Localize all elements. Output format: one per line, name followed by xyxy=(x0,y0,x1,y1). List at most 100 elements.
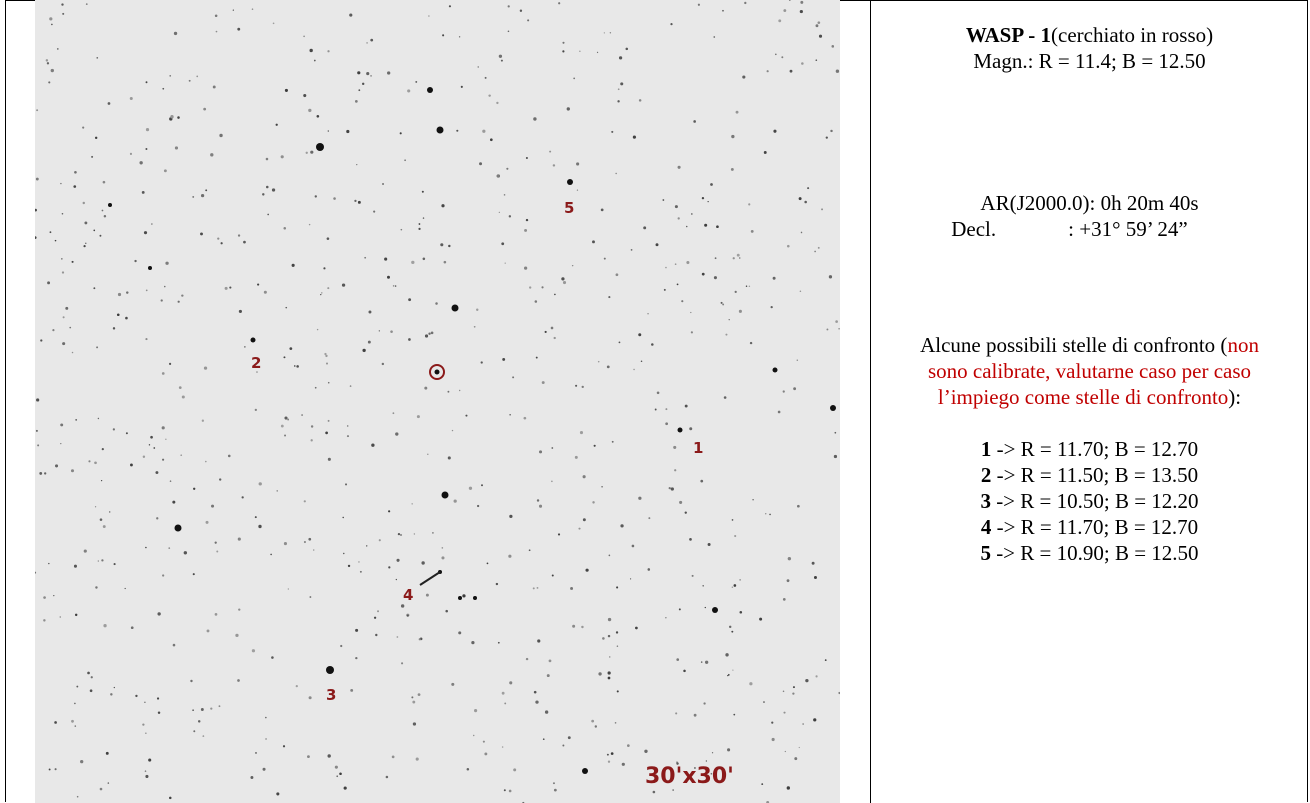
star xyxy=(607,617,612,622)
star xyxy=(327,754,331,758)
star xyxy=(169,480,172,482)
star xyxy=(512,376,515,379)
star xyxy=(551,574,554,577)
star xyxy=(441,204,445,208)
star xyxy=(103,624,107,628)
star xyxy=(815,24,819,28)
star xyxy=(489,138,493,142)
star xyxy=(190,679,193,683)
star xyxy=(181,395,185,399)
star xyxy=(582,768,588,774)
star xyxy=(451,682,455,686)
star xyxy=(74,725,77,727)
star xyxy=(80,760,84,764)
star xyxy=(97,560,99,562)
star xyxy=(285,306,288,309)
star xyxy=(484,76,487,79)
star xyxy=(427,87,433,93)
star xyxy=(750,229,754,233)
star xyxy=(254,516,257,519)
star xyxy=(448,244,451,248)
star xyxy=(731,134,735,139)
star xyxy=(395,578,397,581)
star xyxy=(798,197,802,201)
star xyxy=(562,744,565,747)
star xyxy=(830,405,836,411)
star xyxy=(618,341,621,344)
star xyxy=(770,306,773,309)
star xyxy=(441,491,449,499)
star xyxy=(651,343,654,346)
star xyxy=(782,390,785,393)
star xyxy=(216,550,219,553)
star xyxy=(495,582,499,586)
star xyxy=(496,174,500,178)
star xyxy=(349,385,352,387)
star xyxy=(218,705,221,708)
star xyxy=(181,294,184,297)
star xyxy=(387,71,391,75)
scale-label: 30'x30' xyxy=(645,764,734,789)
star xyxy=(665,422,669,426)
star xyxy=(347,564,351,568)
star xyxy=(835,69,840,73)
star xyxy=(772,276,776,280)
star xyxy=(777,410,781,414)
star xyxy=(488,94,491,97)
star xyxy=(684,404,688,408)
star xyxy=(422,217,425,219)
star xyxy=(456,129,459,132)
star xyxy=(295,684,298,688)
star xyxy=(554,293,556,296)
star xyxy=(112,327,116,330)
star xyxy=(503,194,506,196)
star xyxy=(101,447,104,451)
star xyxy=(401,662,404,665)
star xyxy=(381,362,385,366)
star xyxy=(480,361,483,364)
star xyxy=(130,463,133,467)
star xyxy=(355,656,358,660)
star xyxy=(287,418,290,421)
star xyxy=(395,432,399,436)
star xyxy=(611,440,614,443)
star xyxy=(69,326,72,329)
star xyxy=(730,167,734,171)
star xyxy=(73,185,77,188)
star xyxy=(161,372,165,375)
star xyxy=(396,558,400,562)
star xyxy=(251,649,256,653)
star xyxy=(786,786,790,790)
star xyxy=(638,333,642,337)
star xyxy=(787,556,792,561)
star xyxy=(824,659,827,661)
star xyxy=(481,484,483,487)
star xyxy=(382,183,384,185)
star xyxy=(541,381,545,385)
star-label: 5 xyxy=(564,199,574,217)
star xyxy=(734,290,737,294)
star xyxy=(163,285,166,288)
target-circle xyxy=(429,364,445,380)
star xyxy=(766,800,770,803)
star xyxy=(448,5,452,8)
star xyxy=(602,637,605,640)
star xyxy=(474,709,478,713)
star xyxy=(436,126,444,134)
star xyxy=(473,325,476,328)
star xyxy=(535,356,538,359)
star xyxy=(610,752,614,755)
star xyxy=(504,262,506,264)
star xyxy=(350,688,354,692)
star xyxy=(59,616,61,618)
star xyxy=(525,218,529,222)
star xyxy=(287,588,289,590)
star xyxy=(96,346,99,349)
star xyxy=(85,242,87,245)
star xyxy=(135,694,138,698)
star xyxy=(51,23,53,26)
star xyxy=(704,660,709,664)
star xyxy=(573,77,576,80)
star xyxy=(399,533,403,537)
star xyxy=(326,666,334,674)
